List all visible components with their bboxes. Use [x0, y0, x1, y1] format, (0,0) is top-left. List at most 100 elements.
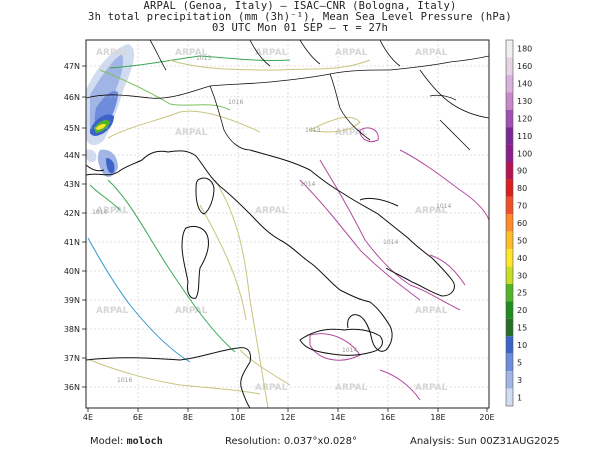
colorbar-swatch: [506, 162, 513, 180]
colorbar-label: 80: [517, 184, 527, 193]
colorbar-label: 20: [517, 306, 527, 315]
colorbar-swatch: [506, 196, 513, 215]
isobar-label: 1016: [228, 99, 243, 106]
model-label: Model:: [90, 436, 124, 447]
watermark: ARPAL: [255, 206, 288, 216]
lat-label: 42N: [64, 209, 80, 218]
colorbar-swatch: [506, 266, 513, 284]
colorbar-label: 5: [517, 358, 522, 367]
title-line-1: ARPAL (Genoa, Italy) — ISAC–CNR (Bologna…: [143, 0, 457, 12]
lon-label: 20E: [479, 413, 494, 422]
analysis-label: Analysis:: [410, 436, 455, 447]
colorbar-label: 100: [517, 149, 532, 158]
colorbar-swatch: [506, 371, 513, 389]
colorbar-label: 110: [517, 132, 532, 141]
isobar-label: 1014: [436, 203, 451, 210]
lon-label: 8E: [183, 413, 193, 422]
lat-label: 46N: [64, 93, 80, 102]
lat-label: 36N: [64, 383, 80, 392]
watermark: ARPAL: [335, 128, 368, 138]
graticule: [86, 40, 489, 408]
lat-label: 45N: [64, 124, 80, 133]
watermark: ARPAL: [175, 306, 208, 316]
borders: [86, 40, 489, 151]
lat-label: 40N: [64, 267, 80, 276]
watermark: ARPAL: [335, 48, 368, 58]
map-frame: [85, 39, 490, 409]
lat-label: 39N: [64, 296, 80, 305]
lat-label: 41N: [64, 238, 80, 247]
colorbar-label: 50: [517, 236, 527, 245]
colorbar-label: 10: [517, 341, 527, 350]
watermark: ARPAL: [415, 48, 448, 58]
lon-label: 12E: [280, 413, 295, 422]
isobar-label: 1016: [117, 377, 132, 384]
watermark: ARPAL: [175, 128, 208, 138]
colorbar-swatch: [506, 179, 513, 197]
watermark: ARPAL: [96, 206, 129, 216]
lon-label: 10E: [230, 413, 245, 422]
lon-label: 4E: [83, 413, 93, 422]
colorbar-label: 40: [517, 254, 527, 263]
colorbar-label: 30: [517, 271, 527, 280]
watermark: ARPAL: [255, 48, 288, 58]
lat-label: 43N: [64, 180, 80, 189]
colorbar-swatch: [506, 353, 513, 372]
colorbar-label: 90: [517, 167, 527, 176]
watermark: ARPAL: [175, 48, 208, 58]
watermark: ARPAL: [255, 383, 288, 393]
watermark: ARPAL: [335, 383, 368, 393]
lat-label: 44N: [64, 151, 80, 160]
isobar-label: 1014: [342, 347, 357, 354]
colorbar-swatch: [506, 109, 513, 128]
colorbar-swatch: [506, 388, 513, 406]
colorbar-swatch: [506, 318, 513, 337]
lat-label: 37N: [64, 354, 80, 363]
colorbar-label: 15: [517, 324, 527, 333]
title-line-2: 3h total precipitation (mm (3h)⁻¹), Mean…: [88, 11, 512, 23]
lat-label: 38N: [64, 325, 80, 334]
model-info: Model: moloch: [90, 436, 163, 447]
watermark-group: ARPAL ARPAL ARPAL ARPAL ARPAL ARPAL ARPAL ARPA…: [96, 48, 448, 393]
isobar-label: 1014: [300, 181, 315, 188]
colorbar-swatch: [506, 40, 513, 58]
resolution-value: 0.037°x0.028°: [283, 436, 357, 447]
colorbar-label: 3: [517, 376, 522, 385]
colorbar-swatch: [506, 74, 513, 93]
isobar-label: 1014: [92, 209, 107, 216]
map-layer: ARPAL ARPAL ARPAL ARPAL ARPAL ARPAL ARPAL ARPA…: [86, 40, 489, 408]
lat-label: 47N: [64, 62, 80, 71]
colorbar-label: 160: [517, 62, 532, 71]
colorbar-label: 1: [517, 393, 522, 402]
watermark: ARPAL: [96, 306, 129, 316]
latitude-labels: 47N 46N 45N 44N 43N 42N 41N 40N 39N 38N …: [64, 62, 80, 392]
isobar-labels: 1014 1016 1013 1014 1014 1014 1014 1013 …: [92, 55, 451, 384]
colorbar-label: 140: [517, 80, 532, 89]
colorbar-swatch: [506, 57, 513, 75]
analysis-info: Analysis: Sun 00Z31AUG2025: [410, 436, 560, 447]
analysis-value: Sun 00Z31AUG2025: [457, 436, 560, 447]
watermark: ARPAL: [415, 383, 448, 393]
resolution-label: Resolution:: [225, 436, 281, 447]
colorbar: 1801601401301201101009080706050403025201…: [505, 39, 532, 407]
colorbar-swatch: [506, 284, 513, 302]
axis-ticks: [82, 65, 488, 412]
watermark: ARPAL: [96, 48, 129, 58]
lon-label: 18E: [430, 413, 445, 422]
colorbar-label: 130: [517, 97, 532, 106]
resolution-info: Resolution: 0.037°x0.028°: [225, 436, 357, 447]
isobar-label: 1013: [196, 55, 211, 62]
lon-label: 14E: [330, 413, 345, 422]
map-background: [86, 40, 489, 408]
colorbar-swatch: [506, 214, 513, 232]
colorbar-label: 180: [517, 45, 532, 54]
colorbar-swatch: [506, 336, 513, 354]
watermark: ARPAL: [415, 306, 448, 316]
colorbar-swatch: [506, 144, 513, 162]
colorbar-swatch: [506, 231, 513, 250]
colorbar-swatch: [506, 127, 513, 145]
model-value: moloch: [126, 436, 163, 447]
coastlines: [86, 149, 455, 408]
lon-label: 16E: [380, 413, 395, 422]
